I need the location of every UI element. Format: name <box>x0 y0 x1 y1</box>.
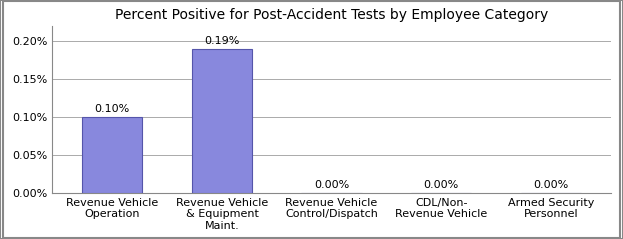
Text: 0.00%: 0.00% <box>314 180 350 190</box>
Title: Percent Positive for Post-Accident Tests by Employee Category: Percent Positive for Post-Accident Tests… <box>115 8 548 22</box>
Text: 0.19%: 0.19% <box>204 36 240 46</box>
Text: 0.00%: 0.00% <box>533 180 569 190</box>
Text: 0.10%: 0.10% <box>95 104 130 114</box>
Bar <box>192 49 252 193</box>
Bar <box>82 117 143 193</box>
Text: 0.00%: 0.00% <box>424 180 459 190</box>
